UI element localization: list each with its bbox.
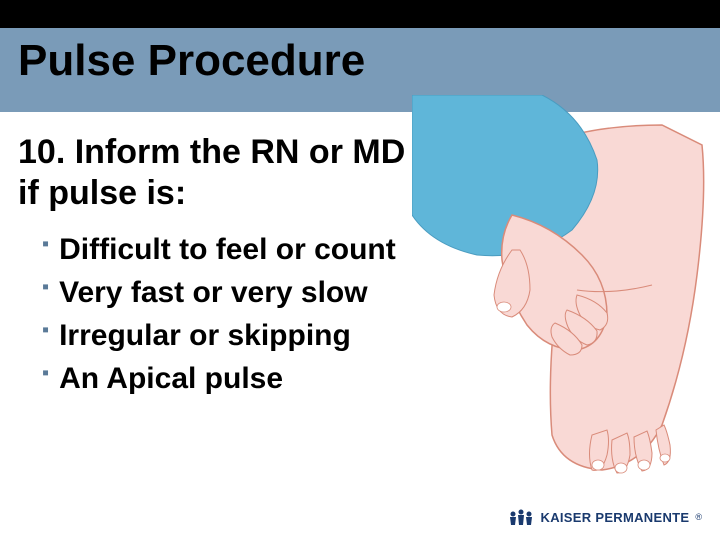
bullet-text: Difficult to feel or count xyxy=(59,230,396,269)
list-item: ▪ An Apical pulse xyxy=(42,359,428,398)
bullet-text: Irregular or skipping xyxy=(59,316,351,355)
bullet-marker-icon: ▪ xyxy=(42,316,49,344)
pulse-illustration xyxy=(412,95,712,475)
registered-mark: ® xyxy=(695,512,702,522)
logo: KAISER PERMANENTE ® xyxy=(507,508,702,526)
bullet-marker-icon: ▪ xyxy=(42,359,49,387)
text-column: 10. Inform the RN or MD if pulse is: ▪ D… xyxy=(18,132,428,402)
bullet-marker-icon: ▪ xyxy=(42,230,49,258)
list-item: ▪ Very fast or very slow xyxy=(42,273,428,312)
bullet-list: ▪ Difficult to feel or count ▪ Very fast… xyxy=(18,230,428,398)
dark-top-band xyxy=(0,0,720,28)
bullet-text: An Apical pulse xyxy=(59,359,283,398)
kaiser-logo-icon xyxy=(507,508,535,526)
bullet-text: Very fast or very slow xyxy=(59,273,368,312)
logo-text: KAISER PERMANENTE xyxy=(541,510,690,525)
list-item: ▪ Irregular or skipping xyxy=(42,316,428,355)
subtitle: 10. Inform the RN or MD if pulse is: xyxy=(18,132,428,214)
list-item: ▪ Difficult to feel or count xyxy=(42,230,428,269)
slide-title: Pulse Procedure xyxy=(18,36,365,86)
bullet-marker-icon: ▪ xyxy=(42,273,49,301)
